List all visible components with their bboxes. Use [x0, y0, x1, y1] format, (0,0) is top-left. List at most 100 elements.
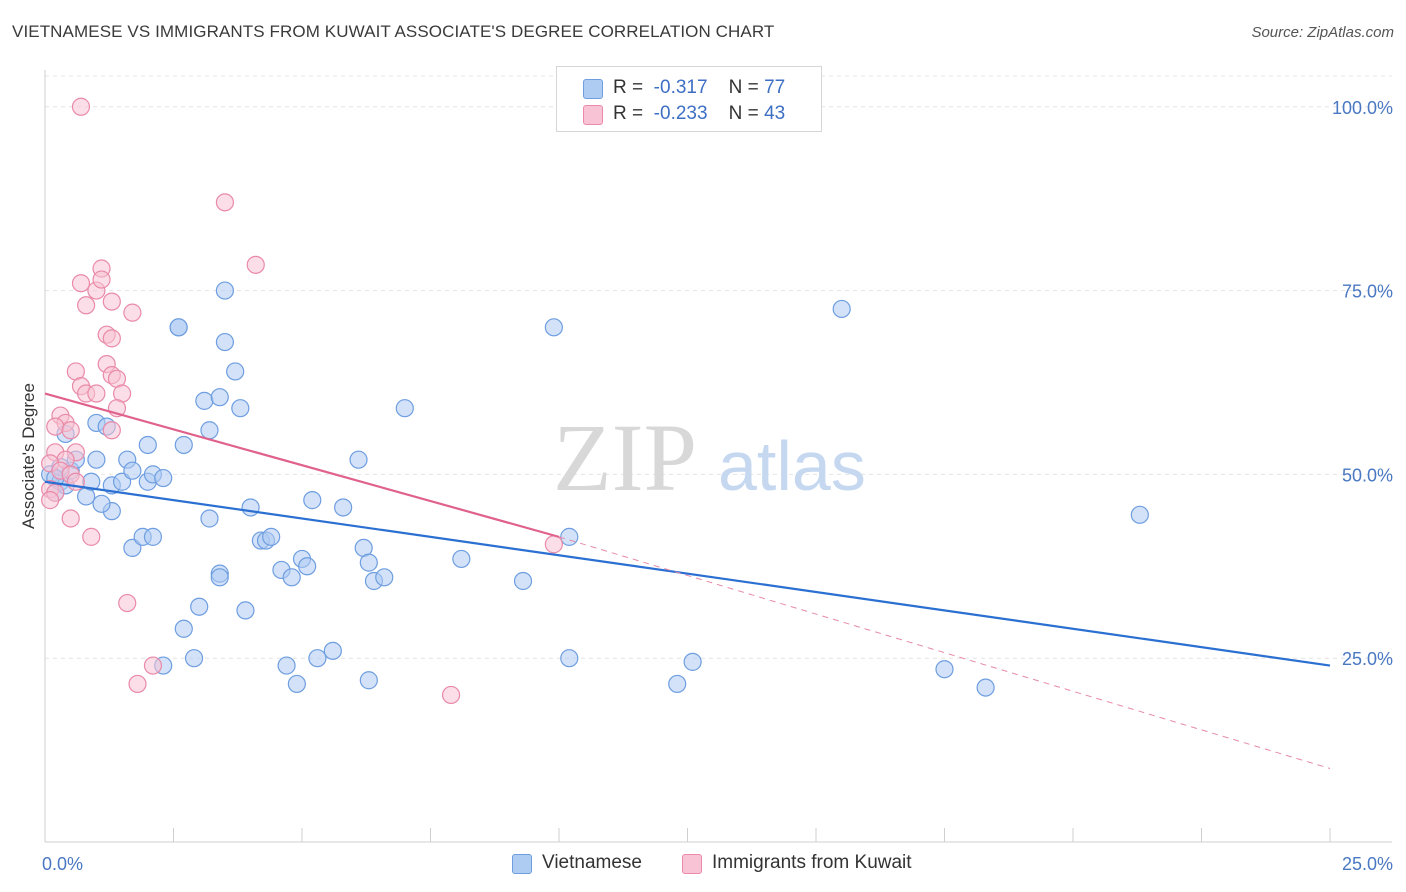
- y-axis-title: Associate's Degree: [19, 383, 38, 529]
- data-point: [61, 421, 80, 440]
- source-label: Source: ZipAtlas.com: [1251, 24, 1394, 41]
- r-value: -0.317: [653, 77, 708, 98]
- y-tick-label: 50.0%: [1342, 465, 1393, 485]
- data-point: [560, 527, 579, 546]
- data-point: [323, 641, 342, 660]
- data-point: [41, 491, 60, 510]
- data-point: [215, 193, 234, 212]
- data-point: [102, 329, 121, 348]
- r-label: R =: [613, 103, 644, 124]
- kuwait-points: [41, 97, 563, 705]
- data-point: [210, 388, 229, 407]
- data-point: [190, 597, 209, 616]
- data-point: [375, 568, 394, 587]
- data-point: [77, 296, 96, 315]
- data-point: [138, 435, 157, 455]
- data-point: [143, 527, 163, 546]
- data-point: [1130, 505, 1149, 524]
- n-label: N =: [728, 103, 759, 124]
- chart-title: VIETNAMESE VS IMMIGRANTS FROM KUWAIT ASS…: [12, 22, 775, 41]
- data-point: [349, 450, 368, 469]
- y-tick-label: 25.0%: [1342, 649, 1393, 669]
- data-point: [441, 685, 461, 705]
- data-point: [215, 281, 234, 300]
- data-point: [683, 652, 702, 671]
- data-point: [143, 656, 163, 675]
- n-value: 77: [764, 77, 786, 98]
- data-point: [976, 678, 995, 697]
- data-point: [668, 674, 687, 694]
- data-point: [61, 509, 80, 528]
- data-point: [215, 332, 234, 352]
- data-point: [102, 421, 121, 440]
- data-point: [46, 417, 65, 436]
- data-point: [560, 649, 579, 668]
- data-point: [169, 318, 188, 337]
- data-point: [174, 619, 193, 638]
- stats-legend: R = -0.317 N = 77 R = -0.233 N = 43: [556, 66, 822, 132]
- data-point: [513, 571, 533, 591]
- r-label: R =: [613, 77, 644, 98]
- data-point: [210, 568, 229, 587]
- data-point: [71, 274, 91, 293]
- data-point: [935, 660, 954, 679]
- data-point: [82, 527, 101, 546]
- n-value: 43: [764, 103, 786, 124]
- data-point: [87, 384, 106, 403]
- data-point: [308, 649, 327, 668]
- data-point: [200, 421, 219, 440]
- data-point: [298, 557, 317, 576]
- data-point: [123, 461, 142, 480]
- data-point: [195, 391, 214, 410]
- kuwait-legend-swatch: [682, 854, 702, 874]
- data-point: [544, 535, 563, 554]
- data-point: [359, 671, 378, 690]
- data-point: [246, 255, 265, 274]
- data-point: [174, 435, 193, 455]
- data-point: [102, 292, 121, 311]
- data-point: [832, 299, 851, 319]
- y-tick-label: 75.0%: [1342, 282, 1393, 302]
- watermark-zip: ZIP: [553, 404, 697, 511]
- legend-label: Vietnamese: [542, 852, 642, 873]
- data-point: [452, 549, 471, 569]
- y-tick-label: 100.0%: [1332, 98, 1393, 118]
- kuwait-swatch: [583, 105, 603, 125]
- data-point: [154, 468, 173, 488]
- data-point: [92, 270, 111, 289]
- data-point: [277, 656, 296, 675]
- data-point: [200, 509, 219, 528]
- data-point: [226, 362, 245, 381]
- data-point: [282, 568, 301, 587]
- vietnamese-legend-swatch: [512, 854, 532, 874]
- x-tick-label: 25.0%: [1342, 854, 1393, 874]
- data-point: [241, 498, 260, 517]
- data-point: [87, 450, 106, 469]
- x-tick-label: 0.0%: [42, 854, 83, 874]
- vietnamese-trend-line: [44, 480, 1331, 667]
- n-label: N =: [728, 77, 759, 98]
- legend-label: Immigrants from Kuwait: [712, 852, 912, 873]
- data-point: [395, 399, 414, 418]
- data-point: [334, 498, 353, 517]
- data-point: [287, 674, 306, 694]
- data-point: [71, 97, 91, 116]
- data-point: [128, 674, 147, 694]
- vietnamese-swatch: [583, 79, 603, 99]
- data-point: [231, 399, 250, 418]
- data-point: [118, 593, 137, 613]
- watermark-atlas: atlas: [718, 427, 866, 505]
- data-point: [544, 318, 563, 337]
- data-point: [184, 649, 204, 668]
- data-point: [92, 494, 111, 513]
- data-point: [123, 303, 142, 322]
- kuwait-trend-extension: [558, 536, 1331, 769]
- data-point: [359, 553, 378, 572]
- data-point: [236, 601, 255, 620]
- r-value: -0.233: [653, 103, 708, 124]
- data-point: [262, 527, 281, 546]
- kuwait-trend-line: [44, 392, 560, 538]
- vietnamese-points: [41, 281, 1149, 697]
- data-point: [303, 491, 322, 510]
